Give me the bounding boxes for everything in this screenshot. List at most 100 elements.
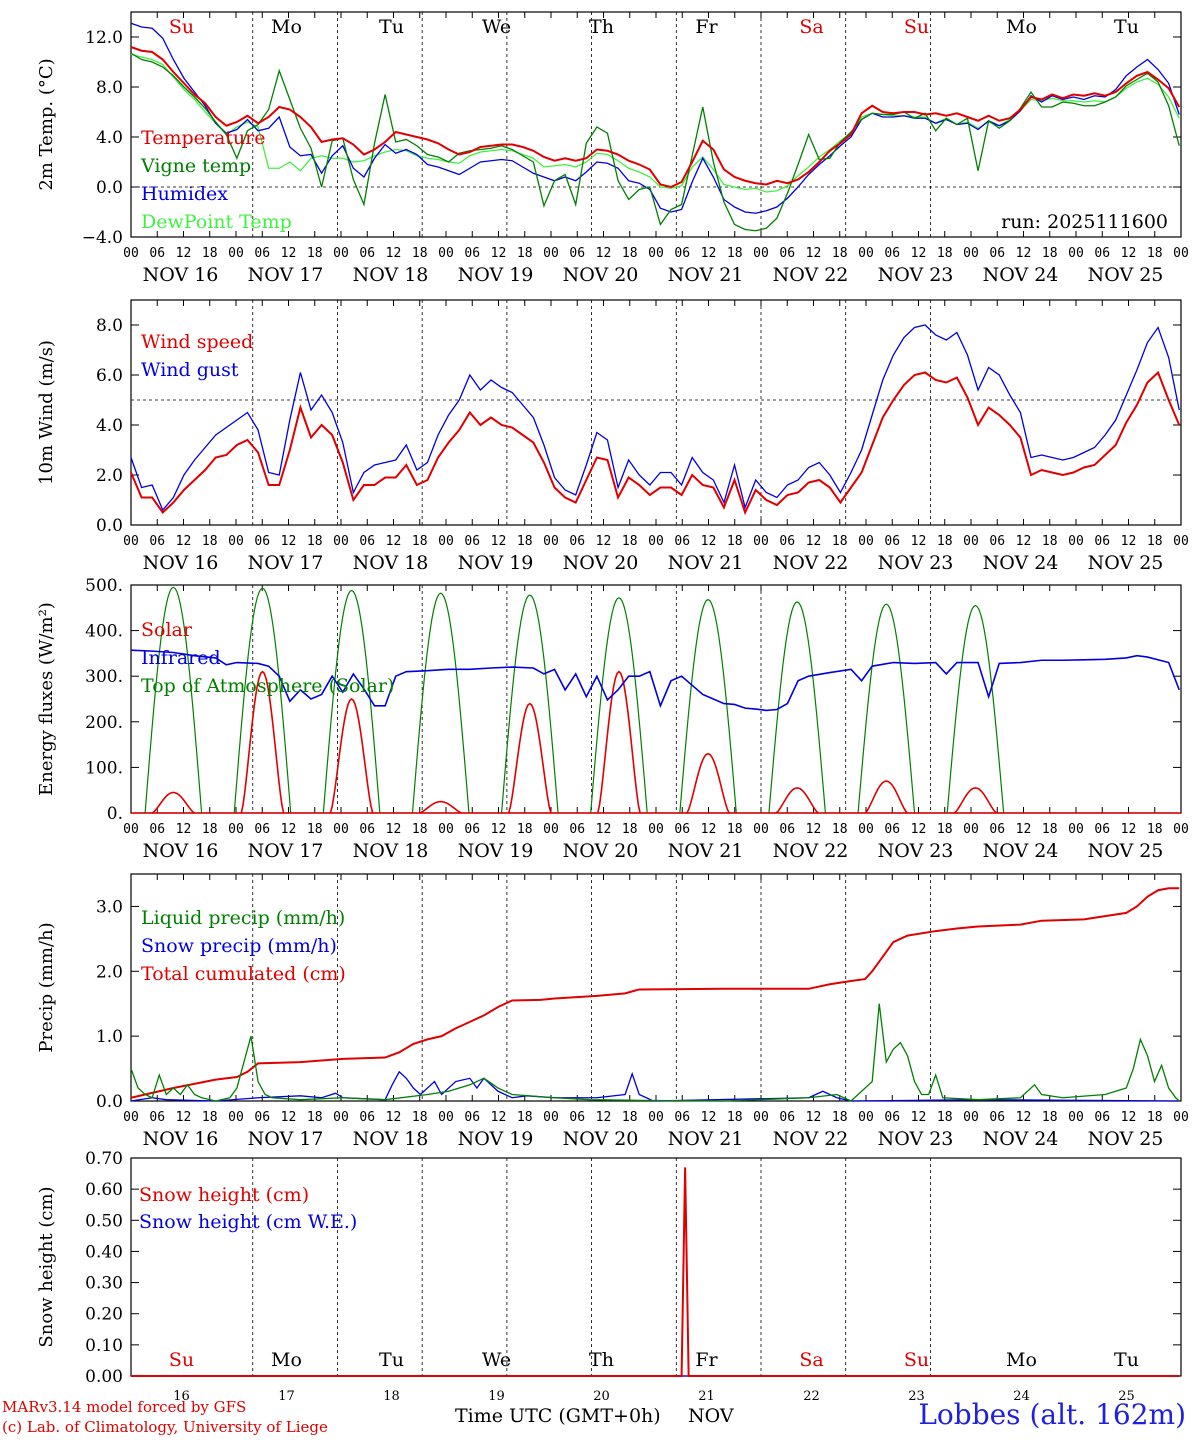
series-line-wind-speed xyxy=(130,370,1181,516)
hour-tick-label: 00 xyxy=(1068,822,1084,837)
hour-tick-label: 06 xyxy=(569,534,585,549)
hour-tick-label: 00 xyxy=(963,1110,979,1125)
panel-frame xyxy=(130,11,1182,238)
legend-entry: DewPoint Temp xyxy=(141,211,292,233)
hour-tick-label: 18 xyxy=(832,822,848,837)
hour-tick-label: 00 xyxy=(333,822,349,837)
solar-curve xyxy=(151,791,195,814)
hour-tick-label: 06 xyxy=(989,1110,1005,1125)
hour-tick-label: 12 xyxy=(386,822,402,837)
hour-tick-label: 12 xyxy=(701,246,717,261)
hour-tick-label: 12 xyxy=(701,1110,717,1125)
hour-tick-label: 12 xyxy=(1121,822,1137,837)
date-label: NOV 20 xyxy=(563,264,639,286)
hour-tick-label: 12 xyxy=(1121,534,1137,549)
hour-tick-label: 00 xyxy=(228,246,244,261)
day-number: 24 xyxy=(1013,1389,1030,1404)
hour-tick-label: 06 xyxy=(1094,246,1110,261)
hour-tick-label: 00 xyxy=(858,1110,874,1125)
toa-solar-curve xyxy=(322,589,381,814)
hour-tick-label: 12 xyxy=(806,822,822,837)
hour-tick-label: 00 xyxy=(1173,1110,1189,1125)
hour-tick-label: 18 xyxy=(937,1110,953,1125)
hour-tick-label: 00 xyxy=(1173,534,1189,549)
weekday-label: Su xyxy=(904,1349,929,1371)
hour-tick-label: 00 xyxy=(228,534,244,549)
hour-tick-label: 12 xyxy=(176,1110,192,1125)
date-label: NOV 16 xyxy=(143,552,219,574)
y-tick-label: 2.0 xyxy=(96,466,123,486)
weekday-label: Tu xyxy=(379,1349,404,1371)
y-tick-label: −4.0 xyxy=(82,228,123,248)
y-tick-label: 4.0 xyxy=(96,128,123,148)
hour-tick-label: 18 xyxy=(517,822,533,837)
hour-tick-label: 06 xyxy=(149,822,165,837)
hour-tick-label: 06 xyxy=(254,1110,270,1125)
hour-tick-label: 18 xyxy=(622,246,638,261)
series-line-humidex xyxy=(130,22,1180,214)
y-tick-label: 0.0 xyxy=(96,1092,123,1112)
day-number: 25 xyxy=(1118,1389,1135,1404)
hour-tick-label: 00 xyxy=(123,822,139,837)
hour-tick-label: 06 xyxy=(464,1110,480,1125)
solar-curve xyxy=(953,787,998,814)
y-tick-label: 200. xyxy=(85,713,123,733)
hour-tick-label: 00 xyxy=(228,1110,244,1125)
hour-tick-label: 12 xyxy=(911,534,927,549)
hour-tick-label: 18 xyxy=(412,534,428,549)
date-label: NOV 17 xyxy=(248,1128,324,1150)
hour-tick-label: 12 xyxy=(1016,246,1032,261)
hour-tick-label: 06 xyxy=(989,534,1005,549)
hour-tick-label: 06 xyxy=(674,534,690,549)
hour-tick-label: 12 xyxy=(596,1110,612,1125)
y-tick-label: 0.70 xyxy=(85,1149,123,1169)
legend-entry: Temperature xyxy=(141,127,265,149)
date-label: NOV 24 xyxy=(983,840,1059,862)
legend-entry: Wind speed xyxy=(141,331,253,353)
toa-solar-curve xyxy=(768,601,827,814)
hour-tick-label: 00 xyxy=(753,534,769,549)
hour-tick-label: 06 xyxy=(779,1110,795,1125)
y-tick-label: 400. xyxy=(85,622,123,642)
date-label: NOV 25 xyxy=(1088,552,1164,574)
hour-tick-label: 18 xyxy=(307,1110,323,1125)
day-number: 19 xyxy=(488,1389,505,1404)
hour-tick-label: 06 xyxy=(884,1110,900,1125)
y-tick-label: 0.40 xyxy=(85,1242,123,1262)
date-label: NOV 19 xyxy=(458,1128,534,1150)
hour-tick-label: 06 xyxy=(569,822,585,837)
hour-tick-label: 06 xyxy=(359,534,375,549)
legend-entry: Humidex xyxy=(141,183,228,205)
hour-tick-label: 00 xyxy=(963,246,979,261)
hour-tick-label: 12 xyxy=(491,822,507,837)
hour-tick-label: 12 xyxy=(491,246,507,261)
y-tick-label: 0.00 xyxy=(85,1367,123,1387)
hour-tick-label: 12 xyxy=(491,534,507,549)
hour-tick-label: 18 xyxy=(832,246,848,261)
hour-tick-label: 12 xyxy=(386,534,402,549)
hour-tick-label: 18 xyxy=(1147,534,1163,549)
y-axis-label: 2m Temp. (°C) xyxy=(36,58,57,190)
x-axis-month: NOV xyxy=(688,1405,734,1427)
hour-tick-label: 12 xyxy=(806,246,822,261)
hour-tick-label: 12 xyxy=(1016,534,1032,549)
weekday-label: We xyxy=(482,16,511,38)
solar-curve xyxy=(775,787,819,814)
legend-entry: Snow height (cm W.E.) xyxy=(139,1211,357,1233)
legend-infrared: Infrared xyxy=(141,647,221,669)
hour-tick-label: 18 xyxy=(517,246,533,261)
date-label: NOV 23 xyxy=(878,552,954,574)
hour-tick-label: 06 xyxy=(1094,822,1110,837)
hour-tick-label: 18 xyxy=(622,822,638,837)
hour-tick-label: 12 xyxy=(701,822,717,837)
hour-tick-label: 00 xyxy=(1068,1110,1084,1125)
y-tick-label: 12.0 xyxy=(85,28,123,48)
hour-tick-label: 00 xyxy=(1068,534,1084,549)
hour-tick-label: 06 xyxy=(254,534,270,549)
date-label: NOV 20 xyxy=(563,840,639,862)
date-label: NOV 21 xyxy=(668,552,744,574)
hour-tick-label: 12 xyxy=(176,822,192,837)
hour-tick-label: 00 xyxy=(123,534,139,549)
hour-tick-label: 18 xyxy=(1042,1110,1058,1125)
